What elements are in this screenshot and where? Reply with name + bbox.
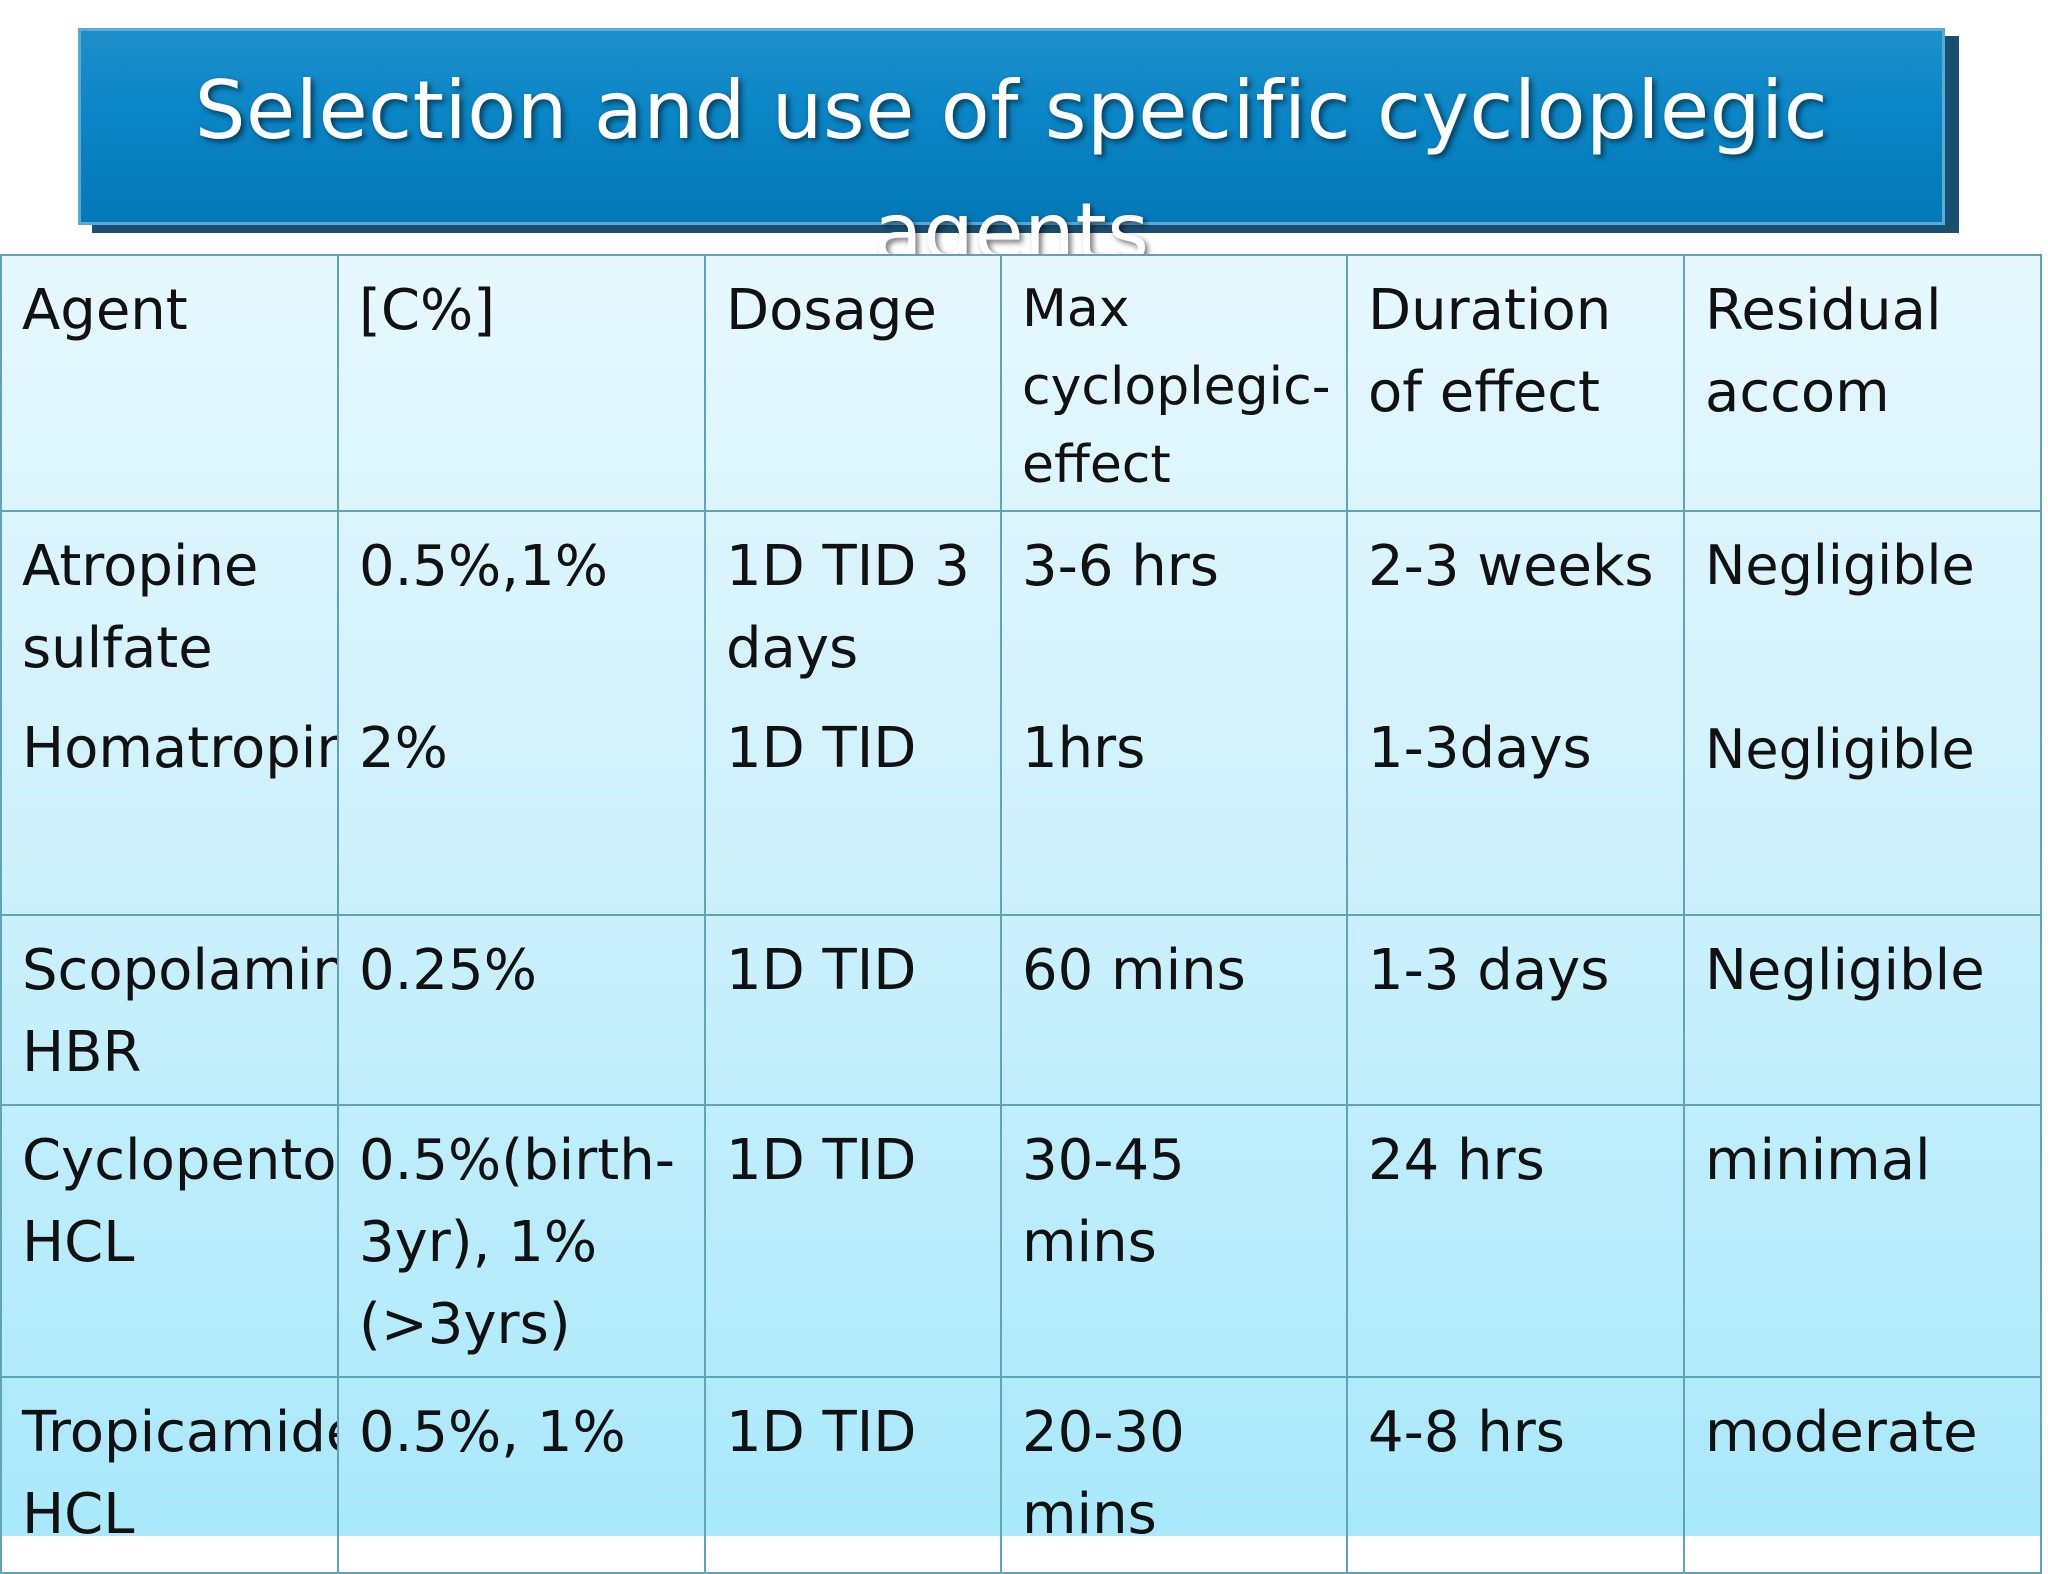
agents-table: Agent [C%] Dosage Max cycloplegic-effect… xyxy=(0,254,2042,1574)
dosage-value: 1D TID 3 days xyxy=(726,534,970,681)
cell-residual: Negligible Negligible xyxy=(1683,510,2042,916)
cell-concentration: 0.5%(birth-3yr), 1%(>3yrs) xyxy=(337,1104,706,1378)
cell-agent: Atropine sulfate Homatropine xyxy=(0,510,339,916)
cell-duration: 2-3 weeks 1-3days xyxy=(1346,510,1685,916)
cell-dosage: 1D TID xyxy=(704,1376,1002,1574)
max-effect-value: 3-6 hrs xyxy=(1022,534,1219,599)
header-max-effect: Max cycloplegic-effect xyxy=(1000,254,1348,512)
title-banner: Selection and use of specific cycloplegi… xyxy=(78,28,1945,279)
max-effect-value: 1hrs xyxy=(1022,716,1146,781)
table-row: Atropine sulfate Homatropine 0.5%,1% 2% … xyxy=(0,510,2042,916)
agent-name: Homatropine xyxy=(22,716,336,781)
header-concentration: [C%] xyxy=(337,254,706,512)
table-row: Cyclopentolate HCL 0.5%(birth-3yr), 1%(>… xyxy=(0,1104,2042,1378)
cell-agent: Cyclopentolate HCL xyxy=(0,1104,339,1378)
header-agent: Agent xyxy=(0,254,339,512)
cell-residual: moderate xyxy=(1683,1376,2042,1574)
concentration-value: 0.5%,1% xyxy=(359,534,608,599)
residual-value: Negligible xyxy=(1705,534,1975,597)
cell-residual: Negligible xyxy=(1683,914,2042,1106)
cell-dosage: 1D TID xyxy=(704,1104,1002,1378)
cell-max-effect: 30-45 mins xyxy=(1000,1104,1348,1378)
cell-agent: Scopolamine HBR xyxy=(0,914,339,1106)
dosage-value: 1D TID xyxy=(726,716,917,781)
cell-max-effect: 3-6 hrs 1hrs xyxy=(1000,510,1348,916)
cell-dosage: 1D TID 3 days 1D TID xyxy=(704,510,1002,916)
agent-name: Atropine sulfate xyxy=(22,534,259,681)
concentration-value: 2% xyxy=(359,716,448,781)
duration-value: 1-3days xyxy=(1368,716,1592,781)
cell-agent: Tropicamide HCL xyxy=(0,1376,339,1574)
cell-dosage: 1D TID xyxy=(704,914,1002,1106)
residual-value: Negligible xyxy=(1705,718,1975,781)
cell-duration: 4-8 hrs xyxy=(1346,1376,1685,1574)
header-residual: Residual accom xyxy=(1683,254,2042,512)
cell-duration: 1-3 days xyxy=(1346,914,1685,1106)
cell-max-effect: 20-30 mins xyxy=(1000,1376,1348,1574)
cell-residual: minimal xyxy=(1683,1104,2042,1378)
cell-concentration: 0.5%, 1% xyxy=(337,1376,706,1574)
duration-value: 2-3 weeks xyxy=(1368,534,1654,599)
table-header-row: Agent [C%] Dosage Max cycloplegic-effect… xyxy=(0,254,2042,512)
cell-max-effect: 60 mins xyxy=(1000,914,1348,1106)
cell-concentration: 0.25% xyxy=(337,914,706,1106)
table-row: Tropicamide HCL 0.5%, 1% 1D TID 20-30 mi… xyxy=(0,1376,2042,1574)
slide-title: Selection and use of specific cycloplegi… xyxy=(194,63,1829,279)
table-row: Scopolamine HBR 0.25% 1D TID 60 mins 1-3… xyxy=(0,914,2042,1106)
agents-table-wrapper: Agent [C%] Dosage Max cycloplegic-effect… xyxy=(0,254,2042,1574)
header-duration: Duration of effect xyxy=(1346,254,1685,512)
cell-duration: 24 hrs xyxy=(1346,1104,1685,1378)
cell-concentration: 0.5%,1% 2% xyxy=(337,510,706,916)
header-dosage: Dosage xyxy=(704,254,1002,512)
